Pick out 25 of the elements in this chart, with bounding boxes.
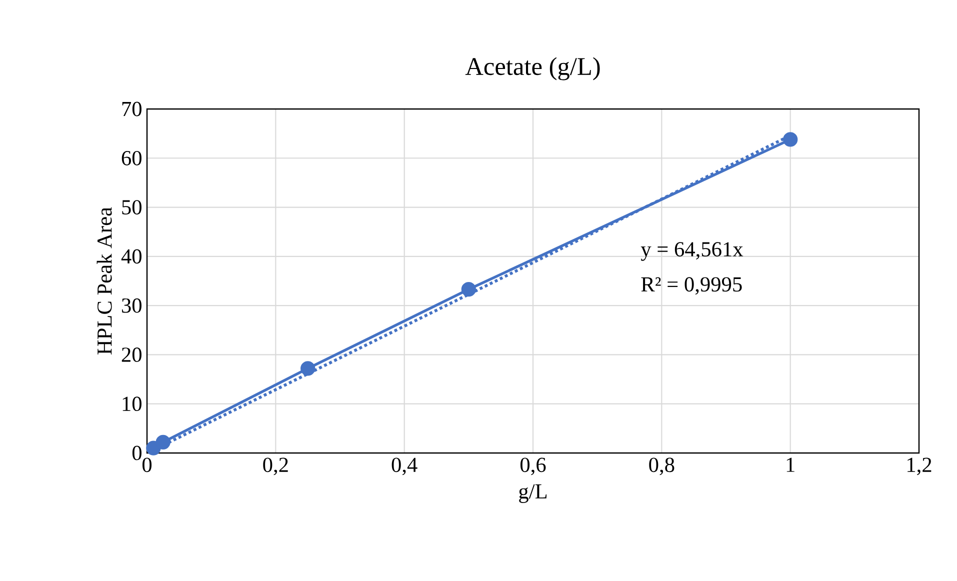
chart-title: Acetate (g/L) — [465, 57, 600, 80]
y-tick-label: 40 — [121, 249, 142, 264]
point — [300, 361, 316, 376]
x-tick-label: 0,2 — [263, 458, 288, 476]
y-tick-label: 60 — [122, 150, 142, 166]
point — [146, 440, 161, 456]
point — [783, 132, 798, 147]
x-tick-label: 1,2 — [908, 458, 932, 476]
x-tick-label: 0,8 — [649, 458, 674, 476]
y-tick-label: 20 — [122, 348, 142, 362]
y-tick-label: 10 — [122, 396, 142, 412]
point — [461, 282, 476, 297]
y-tick-label: 50 — [122, 200, 142, 214]
annotation: R² = 0,9995 — [641, 277, 742, 295]
x-tick-label: 0 — [142, 458, 152, 472]
y-tick-label: 0 — [132, 446, 142, 460]
x-tick-label: 0,4 — [392, 458, 418, 476]
x-axis-title: g/L — [519, 484, 547, 503]
y-tick-label: 70 — [122, 102, 142, 116]
x-tick-label: 1 — [786, 458, 794, 472]
point — [156, 434, 170, 450]
annotation: y = 64,561x — [640, 242, 744, 261]
x-tick-label: 0,6 — [520, 458, 546, 476]
y-tick-label: 30 — [122, 298, 142, 313]
y-axis-title: HPLC Peak Area — [96, 207, 112, 354]
